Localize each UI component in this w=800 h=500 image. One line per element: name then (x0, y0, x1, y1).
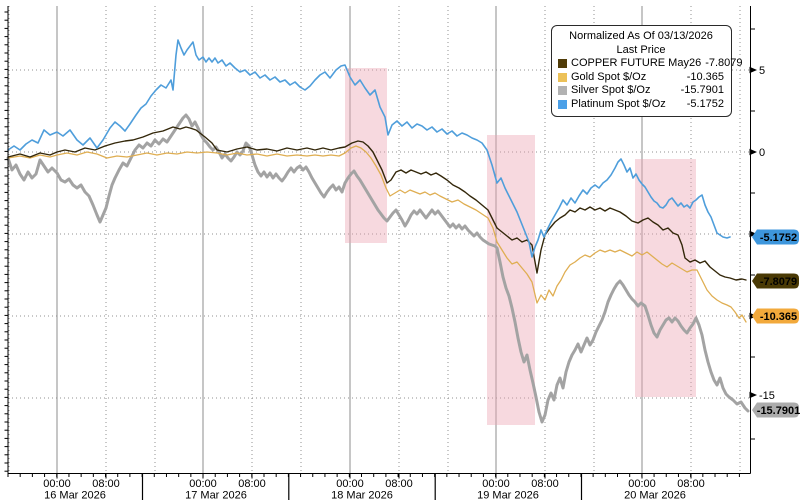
legend-swatch-icon (558, 86, 567, 96)
y-axis-tick-label: -15 (759, 390, 775, 402)
x-axis-day-label: 18 Mar 2026 (331, 490, 393, 500)
x-axis-time-label: 08:00 (531, 478, 559, 490)
legend-series-value: -15.7901 (680, 84, 724, 96)
last-price-badge-silver (752, 402, 799, 418)
x-axis-day-label: 16 Mar 2026 (44, 490, 106, 500)
last-price-badge-label-silver: -15.7901 (757, 405, 800, 417)
legend-subtitle: Last Price (616, 43, 666, 56)
highlight-band (345, 68, 387, 243)
legend-entry: Platinum Spot $/Oz -5.1752 (558, 98, 724, 112)
legend-swatch-icon (558, 59, 567, 69)
x-axis-time-label: 00:00 (482, 478, 510, 490)
y-tick-arrow-icon (749, 230, 757, 238)
legend-swatch-icon (558, 72, 567, 82)
last-price-badge-platinum (752, 229, 799, 245)
x-axis-time-label: 00:00 (336, 478, 364, 490)
legend-series-name: Platinum Spot $/Oz (571, 97, 666, 110)
legend-series-name: Silver Spot $/Oz (571, 84, 651, 96)
series-line-platinum (7, 39, 731, 258)
x-axis-time-label: 08:00 (385, 478, 413, 490)
y-axis-tick-label: 5 (759, 65, 765, 77)
legend-entry: Silver Spot $/Oz -15.7901 (558, 84, 724, 98)
last-price-badge-copper (752, 273, 799, 289)
legend-series-name: COPPER FUTURE May26 (571, 57, 702, 69)
last-price-badge-label-copper: -7.8079 (760, 276, 797, 288)
x-axis-day-label: 17 Mar 2026 (185, 490, 247, 500)
legend-series-value: -5.1752 (686, 97, 724, 110)
legend-entry: Gold Spot $/Oz -10.365 (558, 71, 724, 85)
legend-series-value: -7.8079 (705, 57, 743, 69)
series-line-copper (7, 126, 747, 281)
last-price-badge-label-platinum: -5.1752 (760, 232, 797, 244)
series-line-silver (6, 113, 750, 424)
legend-series-value: -10.365 (686, 70, 724, 83)
legend-series-name: Gold Spot $/Oz (571, 70, 647, 83)
legend-title: Normalized As Of 03/13/2026 (569, 30, 713, 42)
y-tick-arrow-icon (749, 391, 757, 399)
series-line-gold (7, 145, 747, 323)
x-axis-time-label: 08:00 (677, 478, 705, 490)
legend-box: Normalized As Of 03/13/2026 Last Price C… (551, 25, 743, 117)
y-axis-tick-label: 0 (759, 147, 765, 159)
legend-entries: COPPER FUTURE May26 -7.8079 Gold Spot $/Oz… (558, 57, 743, 112)
x-axis-time-label: 00:00 (628, 478, 656, 490)
y-tick-arrow-icon (749, 148, 757, 156)
x-axis-time-label: 08:00 (92, 478, 120, 490)
y-tick-arrow-icon (749, 66, 757, 74)
x-axis-time-label: 08:00 (238, 478, 266, 490)
x-axis-day-label: 19 Mar 2026 (477, 490, 539, 500)
last-price-badge-label-gold: -10.365 (760, 311, 797, 323)
x-axis-time-label: 00:00 (189, 478, 217, 490)
highlight-band (487, 135, 535, 425)
x-axis-day-label: 20 Mar 2026 (624, 490, 686, 500)
legend-swatch-icon (558, 99, 567, 109)
last-price-badge-gold (752, 308, 799, 324)
highlight-band (635, 159, 696, 397)
x-axis-time-label: 00:00 (43, 478, 71, 490)
legend-entry: COPPER FUTURE May26 -7.8079 (558, 57, 743, 71)
